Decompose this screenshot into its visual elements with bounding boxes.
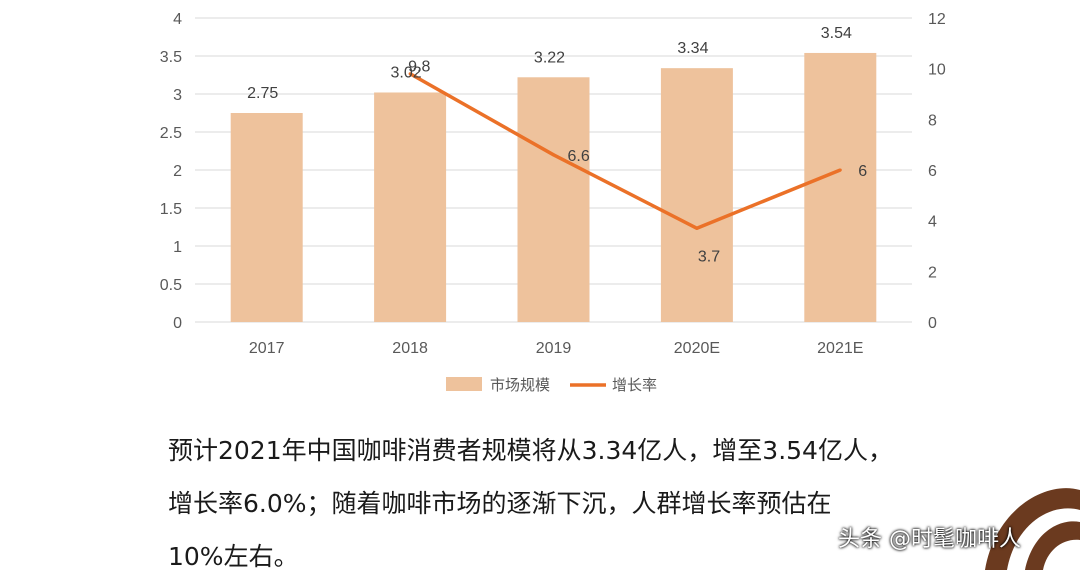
right-tick-label: 6 bbox=[928, 163, 937, 180]
right-tick-label: 12 bbox=[928, 11, 946, 28]
caption: 预计2021年中国咖啡消费者规模将从3.34亿人，增至3.54亿人， 增长率6.… bbox=[168, 424, 968, 583]
left-tick-label: 3 bbox=[173, 87, 182, 104]
legend: 市场规模 增长率 bbox=[446, 376, 657, 394]
bar-value-label: 3.22 bbox=[534, 49, 565, 66]
x-tick-label: 2021E bbox=[817, 340, 863, 357]
line-point bbox=[838, 168, 842, 172]
line-point bbox=[408, 72, 412, 76]
right-tick-label: 8 bbox=[928, 112, 937, 129]
page-number: 10 bbox=[1052, 548, 1065, 560]
left-tick-label: 2.5 bbox=[160, 125, 182, 142]
watermark: 头条 @时髦咖啡人 bbox=[838, 527, 1021, 552]
bar bbox=[517, 77, 590, 322]
bars-market-size bbox=[230, 52, 877, 323]
x-tick-label: 2018 bbox=[392, 340, 428, 357]
coffee-bean-logo bbox=[985, 488, 1080, 570]
caption-line: 预计2021年中国咖啡消费者规模将从3.34亿人，增至3.54亿人， bbox=[168, 436, 893, 465]
data-labels: 2.75 3.02 3.22 3.34 3.54 9.8 6.6 3.7 6 bbox=[247, 25, 867, 265]
left-tick-label: 1 bbox=[173, 239, 182, 256]
legend-label-market-size: 市场规模 bbox=[490, 376, 550, 394]
left-tick-label: 0.5 bbox=[160, 277, 182, 294]
line-value-label: 3.7 bbox=[698, 248, 720, 265]
x-tick-label: 2020E bbox=[674, 340, 720, 357]
left-tick-label: 1.5 bbox=[160, 201, 182, 218]
bar bbox=[374, 92, 447, 322]
left-tick-label: 2 bbox=[173, 163, 182, 180]
combo-chart: 2.753.023.223.343.549.86.63.76 00.511.52… bbox=[160, 11, 946, 394]
right-tick-label: 10 bbox=[928, 62, 946, 79]
x-tick-label: 2019 bbox=[536, 340, 572, 357]
bar-value-label: 2.75 bbox=[247, 85, 278, 102]
right-tick-label: 0 bbox=[928, 315, 937, 332]
bar bbox=[230, 113, 303, 322]
legend-label-growth-rate: 增长率 bbox=[612, 376, 657, 394]
right-tick-label: 2 bbox=[928, 264, 937, 281]
line-value-label: 9.8 bbox=[408, 59, 430, 76]
caption-line: 增长率6.0%；随着咖啡市场的逐渐下沉，人群增长率预估在 bbox=[168, 489, 832, 518]
left-tick-label: 4 bbox=[173, 11, 182, 28]
line-value-label: 6 bbox=[858, 163, 867, 180]
caption-line: 10%左右。 bbox=[168, 542, 299, 571]
line-point bbox=[552, 153, 555, 157]
growth-rate-line bbox=[408, 72, 842, 231]
right-tick-label: 4 bbox=[928, 214, 937, 231]
bar-value-label: 3.02 bbox=[391, 64, 422, 81]
left-tick-label: 0 bbox=[173, 315, 182, 332]
bar-value-label: 3.54 bbox=[821, 25, 852, 42]
bar-value-label: 3.34 bbox=[677, 40, 708, 57]
left-tick-label: 3.5 bbox=[160, 49, 182, 66]
line-value-label: 6.6 bbox=[568, 148, 590, 165]
growth-rate-series-line bbox=[409, 72, 841, 231]
x-tick-label: 2017 bbox=[249, 340, 285, 357]
bar bbox=[804, 52, 877, 323]
line-point bbox=[695, 226, 699, 230]
bar bbox=[660, 68, 733, 322]
legend-swatch-bar bbox=[446, 377, 482, 391]
